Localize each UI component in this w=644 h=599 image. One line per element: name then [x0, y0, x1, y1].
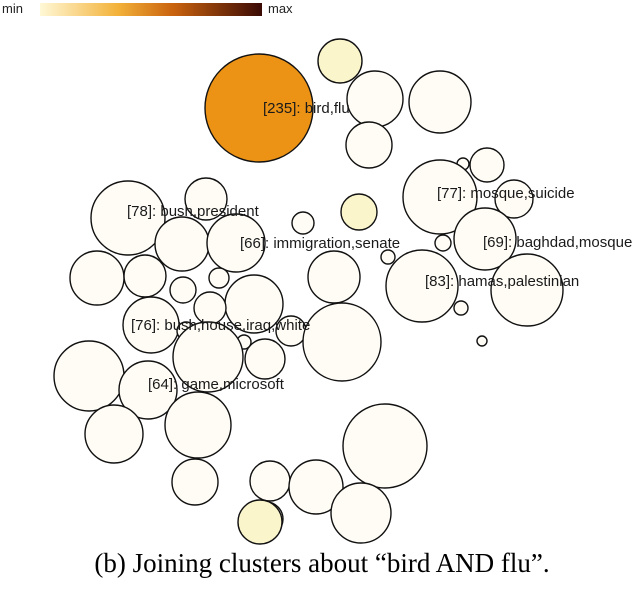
cluster-bubble[interactable]: [345, 121, 393, 169]
cluster-bubble[interactable]: [317, 38, 363, 84]
cluster-bubble[interactable]: [346, 70, 404, 128]
cluster-bubble[interactable]: [244, 338, 286, 380]
cluster-bubble[interactable]: [206, 213, 266, 273]
cluster-bubble[interactable]: [380, 249, 396, 265]
cluster-bubble[interactable]: [154, 216, 210, 272]
cluster-bubble[interactable]: [453, 207, 517, 271]
cluster-bubble[interactable]: [84, 404, 144, 464]
cluster-bubble[interactable]: [342, 403, 428, 489]
cluster-bubble[interactable]: [90, 180, 166, 256]
cluster-bubble[interactable]: [53, 340, 125, 412]
cluster-bubble[interactable]: [291, 211, 315, 235]
cluster-bubble[interactable]: [490, 253, 564, 327]
cluster-bubble[interactable]: [302, 302, 382, 382]
cluster-bubble[interactable]: [123, 254, 167, 298]
cluster-bubble[interactable]: [69, 250, 125, 306]
cluster-bubble[interactable]: [164, 391, 232, 459]
legend-gradient-bar: [40, 3, 262, 16]
cluster-bubble[interactable]: [402, 159, 478, 235]
cluster-bubble[interactable]: [237, 499, 283, 545]
cluster-bubble[interactable]: [494, 179, 534, 219]
cluster-label-baghdad-mosque: [69]: baghdad,mosque: [483, 234, 632, 251]
cluster-label-bird-flu: [235]: bird,flu: [263, 100, 350, 117]
cluster-bubble[interactable]: [469, 147, 505, 183]
legend-min-label: min: [2, 1, 23, 16]
cluster-bubble[interactable]: [169, 276, 197, 304]
cluster-bubble[interactable]: [330, 482, 392, 544]
cluster-bubbles: [53, 38, 564, 545]
cluster-bubble[interactable]: [453, 300, 469, 316]
cluster-bubble[interactable]: [434, 234, 452, 252]
cluster-label-hamas-palestinian: [83]: hamas,palestinian: [425, 273, 579, 290]
cluster-labels: [235]: bird,flu [77]: mosque,suicide [78…: [127, 100, 632, 393]
cluster-bubble[interactable]: [172, 321, 244, 393]
cluster-label-mosque-suicide: [77]: mosque,suicide: [437, 185, 575, 202]
figure-caption: (b) Joining clusters about “bird AND flu…: [94, 548, 550, 578]
cluster-bubble[interactable]: [171, 458, 219, 506]
cluster-bubble[interactable]: [340, 193, 378, 231]
cluster-bubble[interactable]: [476, 335, 488, 347]
cluster-label-bush-house-iraq-white: [76]: bush,house,iraq,white: [131, 317, 310, 334]
cluster-bubble[interactable]: [307, 250, 361, 304]
cluster-bubble[interactable]: [208, 267, 230, 289]
cluster-label-bush-president: [78]: bush,president: [127, 203, 260, 220]
cluster-bubble[interactable]: [385, 249, 459, 323]
color-legend: min max: [2, 1, 293, 16]
legend-max-label: max: [268, 1, 293, 16]
cluster-label-game-microsoft: [64]: game,microsoft: [148, 376, 285, 393]
cluster-bubble[interactable]: [184, 177, 228, 221]
cluster-bubble[interactable]: [249, 460, 291, 502]
cluster-bubble-bird-flu[interactable]: [204, 53, 314, 163]
cluster-bubble[interactable]: [288, 459, 344, 515]
cluster-bubble[interactable]: [408, 70, 472, 134]
cluster-bubble[interactable]: [118, 360, 178, 420]
cluster-label-immigration-senate: [66]: immigration,senate: [240, 235, 400, 252]
